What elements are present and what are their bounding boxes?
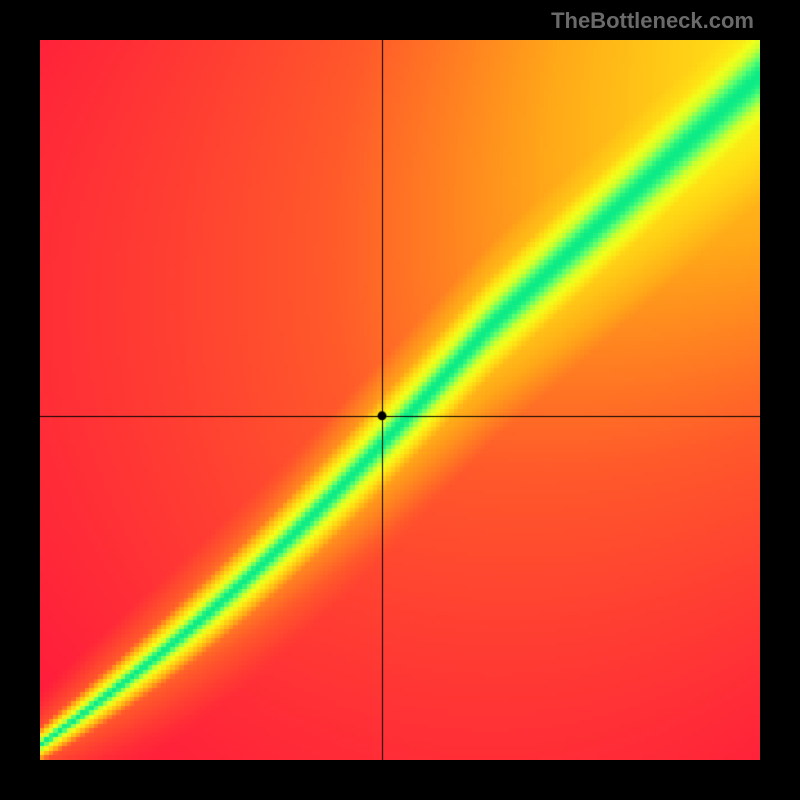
image-root: TheBottleneck.com: [0, 0, 800, 800]
bottleneck-heatmap: [40, 40, 760, 760]
watermark-text: TheBottleneck.com: [551, 8, 754, 34]
